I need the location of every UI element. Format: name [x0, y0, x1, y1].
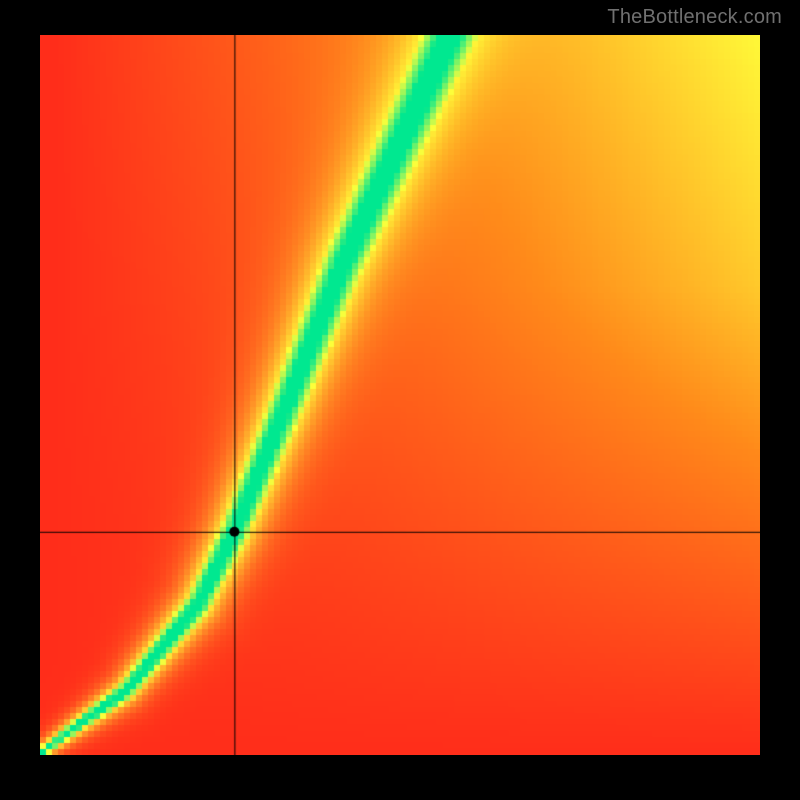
chart-frame: TheBottleneck.com	[0, 0, 800, 800]
plot-area	[40, 35, 760, 755]
watermark-text: TheBottleneck.com	[607, 6, 782, 29]
heatmap-canvas	[40, 35, 760, 755]
